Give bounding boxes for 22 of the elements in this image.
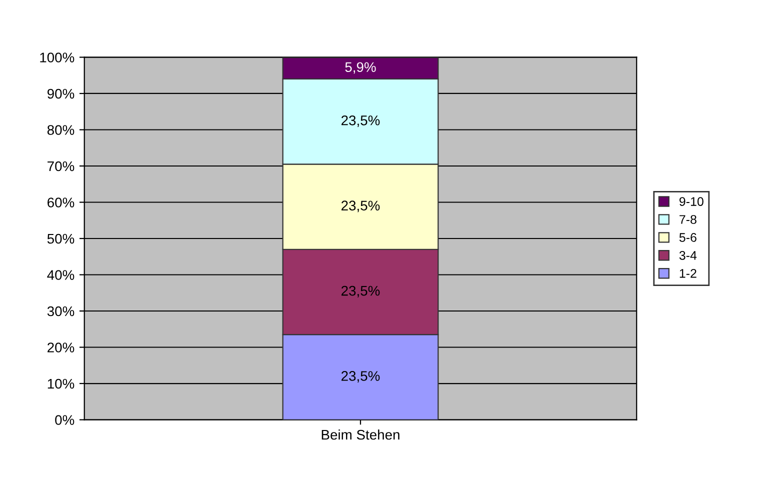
data-label: 23,5%	[342, 286, 380, 298]
y-tick-label: 60%	[48, 198, 74, 208]
legend-label: 5-6	[679, 233, 696, 242]
y-tick-label: 10%	[48, 378, 74, 389]
legend-label: 3-4	[679, 251, 697, 260]
y-tick-label: 100%	[40, 52, 74, 62]
y-tick-label: 90%	[48, 88, 74, 99]
y-tick-label: 20%	[48, 342, 74, 352]
x-tick-label: Beim Stehen	[322, 429, 400, 440]
y-tick-label: 70%	[48, 161, 74, 172]
data-label: 23,5%	[342, 200, 380, 212]
data-label: 23,5%	[342, 371, 380, 383]
data-label: 23,5%	[342, 115, 380, 127]
y-tick-label: 0%	[55, 415, 74, 425]
legend-label: 9-10	[679, 197, 704, 206]
y-tick-label: 40%	[47, 270, 74, 280]
data-label: 5,9%	[345, 62, 376, 74]
y-tick-label: 30%	[47, 306, 74, 316]
legend-label: 7-8	[680, 215, 696, 224]
y-tick-label: 80%	[47, 125, 74, 135]
legend-label: 1-2	[680, 268, 696, 278]
y-tick-label: 50%	[47, 234, 74, 244]
